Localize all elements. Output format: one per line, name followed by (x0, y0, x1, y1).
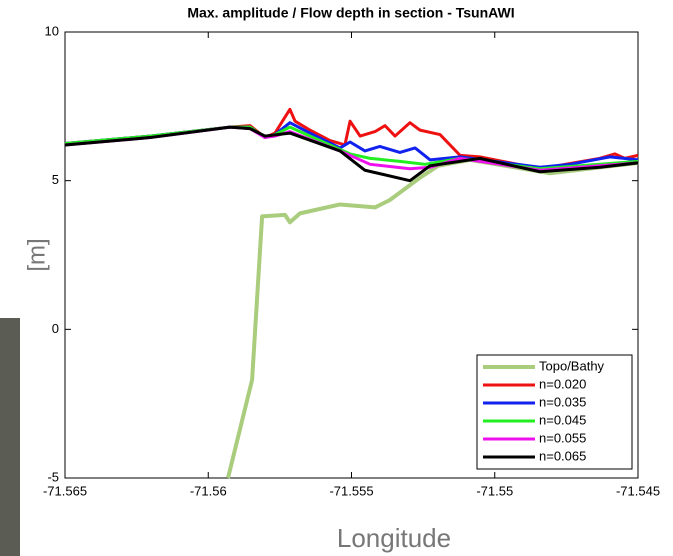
x-tick-label: -71.56 (190, 483, 227, 498)
series-line (64, 125, 639, 183)
plot-border (64, 31, 639, 479)
legend-label: n=0.055 (539, 430, 586, 445)
legend-label: n=0.020 (539, 376, 586, 391)
y-tick-label: 10 (45, 23, 59, 38)
series-line (64, 125, 639, 172)
series-line (64, 125, 639, 171)
legend-label: n=0.035 (539, 394, 586, 409)
background-photo (0, 318, 20, 556)
x-tick-label: -71.545 (616, 483, 660, 498)
legend-label: n=0.065 (539, 448, 586, 463)
y-tick-label: -5 (47, 469, 59, 484)
legend-box (476, 354, 633, 470)
x-axis-label: Longitude (337, 523, 451, 553)
x-tick-label: -71.565 (43, 483, 87, 498)
chart-title: Max. amplitude / Flow depth in section -… (187, 5, 514, 21)
y-tick-label: 0 (52, 321, 59, 336)
legend-label: Topo/Bathy (539, 358, 605, 373)
y-tick-label: 5 (52, 172, 59, 187)
x-tick-label: -71.555 (329, 483, 373, 498)
legend-label: n=0.045 (539, 412, 586, 427)
x-tick-label: -71.55 (476, 483, 513, 498)
y-axis-label: [m] (23, 238, 50, 271)
